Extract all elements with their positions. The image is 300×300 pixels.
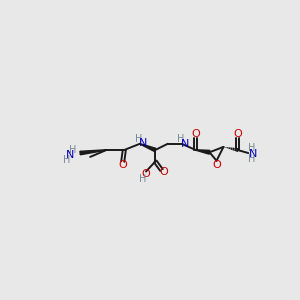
Text: N: N (249, 149, 257, 159)
Text: H: H (70, 145, 77, 155)
Polygon shape (80, 150, 106, 155)
Text: H: H (135, 134, 143, 144)
Polygon shape (140, 144, 156, 152)
Text: H: H (248, 154, 255, 164)
Text: N: N (181, 139, 189, 149)
Text: N: N (139, 138, 147, 148)
Text: O: O (233, 129, 242, 139)
Text: H: H (139, 174, 147, 184)
Text: O: O (212, 160, 221, 170)
Text: O: O (142, 169, 150, 179)
Text: N: N (66, 150, 74, 160)
Text: O: O (118, 160, 127, 170)
Text: O: O (191, 129, 200, 139)
Text: O: O (160, 167, 168, 177)
Text: H: H (248, 143, 255, 153)
Polygon shape (196, 150, 210, 154)
Text: H: H (63, 155, 70, 165)
Text: H: H (177, 134, 184, 144)
